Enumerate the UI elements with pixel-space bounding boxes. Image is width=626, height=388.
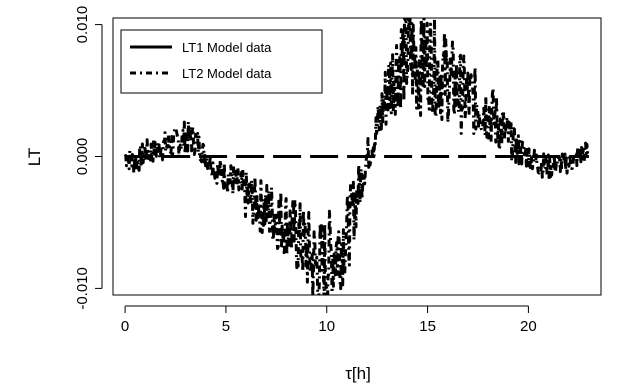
y-axis-label: LT <box>25 148 44 167</box>
y-tick-label-2: 0.010 <box>74 6 91 44</box>
x-tick-label-3: 15 <box>419 318 436 335</box>
legend: LT1 Model data LT2 Model data <box>120 29 323 94</box>
x-axis-label: τ[h] <box>345 364 371 383</box>
y-tick-label-0: -0.010 <box>74 267 91 310</box>
legend-box <box>120 29 323 94</box>
legend-label-lt1: LT1 Model data <box>182 40 272 55</box>
y-tick-label-1: 0.000 <box>74 138 91 176</box>
legend-label-lt2: LT2 Model data <box>182 66 272 81</box>
x-tick-label-2: 10 <box>318 318 335 335</box>
plot-frame <box>112 17 602 296</box>
x-tick-label-1: 5 <box>222 318 230 335</box>
x-tick-label-4: 20 <box>520 318 537 335</box>
x-tick-label-0: 0 <box>121 318 129 335</box>
